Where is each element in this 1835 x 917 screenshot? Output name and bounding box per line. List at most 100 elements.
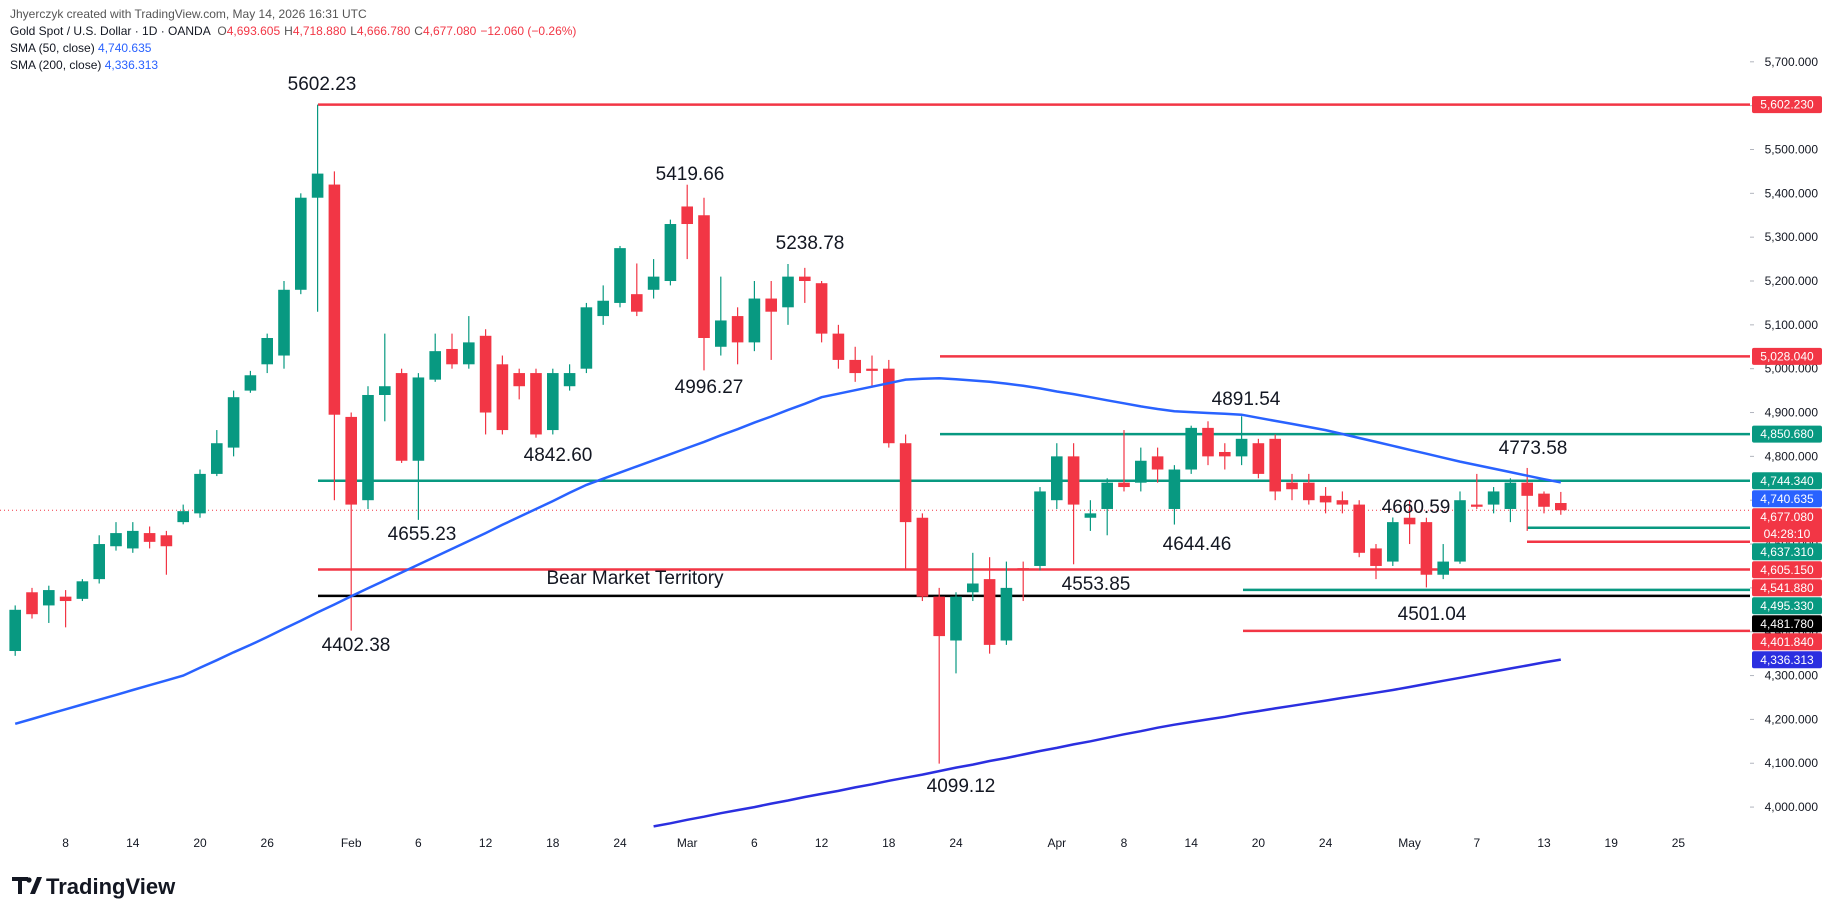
candle-body (127, 530, 139, 549)
candle-body (1252, 443, 1265, 474)
ohlc-label: H (284, 24, 293, 38)
price-tag-label: 4,744.340 (1760, 474, 1814, 488)
annotation: 4842.60 (524, 445, 593, 466)
candle-body (950, 596, 962, 641)
y-tick-label: 5,700.000 (1765, 55, 1819, 69)
x-tick-label: 24 (1319, 836, 1333, 850)
ohlc-value: 4,693.605 (226, 24, 281, 38)
candle-body (1487, 491, 1500, 505)
price-tag-label: 04:28:10 (1764, 527, 1811, 541)
candle-body (244, 375, 257, 391)
x-tick-label: 14 (126, 836, 140, 850)
price-tag (1752, 597, 1822, 615)
sma-value: 4,336.313 (104, 58, 159, 72)
price-tag-label: 4,541.880 (1760, 581, 1814, 595)
y-tick-label: 4,800.000 (1765, 449, 1819, 463)
sma-line: SMA (200, close) 4,336.313 (10, 57, 576, 74)
plot-area (0, 103, 1750, 828)
symbol-line: Gold Spot / U.S. Dollar · 1D · OANDA O4,… (10, 23, 576, 40)
annotation: 4644.46 (1163, 534, 1232, 555)
candle-body (1454, 500, 1466, 562)
y-tick-label: 4,000.000 (1765, 800, 1819, 814)
candle-body (261, 338, 273, 365)
candle-body (647, 276, 660, 290)
ohlc-value: 4,677.080 (422, 24, 477, 38)
candle-body (429, 351, 441, 380)
price-tag-label: 4,740.635 (1760, 492, 1814, 506)
candle-body (933, 596, 945, 637)
candle-body (362, 394, 374, 501)
change: −12.060 (−0.26%) (480, 24, 577, 38)
candle-body (143, 533, 156, 542)
candle-body (110, 533, 122, 547)
candle-body (799, 276, 811, 282)
candle-body (1403, 517, 1416, 525)
candle-body (278, 289, 290, 356)
candle-body (1168, 469, 1181, 509)
x-tick-label: 24 (949, 836, 963, 850)
candle-body (715, 320, 727, 347)
candle-body (731, 316, 744, 343)
y-tick-label: 4,100.000 (1765, 756, 1819, 770)
price-tag-label: 5,028.040 (1760, 349, 1814, 363)
candle-body (832, 333, 845, 360)
candle-body (328, 184, 341, 415)
price-tag (1752, 425, 1822, 443)
candle-body (983, 579, 996, 645)
price-tag-label: 4,677.080 (1760, 510, 1814, 524)
candle-body (849, 359, 861, 374)
x-tick-label: 12 (815, 836, 829, 850)
candle-body (597, 300, 609, 317)
x-tick-label: 20 (193, 836, 207, 850)
sma-value: 4,740.635 (98, 41, 152, 55)
price-tag (1752, 472, 1822, 490)
x-tick-label: 13 (1537, 836, 1551, 850)
y-tick-label: 5,400.000 (1765, 186, 1819, 200)
sma-name: SMA (50, close) (10, 41, 95, 55)
price-tag-label: 4,495.330 (1760, 599, 1814, 613)
y-tick-label: 4,200.000 (1765, 712, 1819, 726)
candle-body (446, 348, 458, 365)
sma-name: SMA (200, close) (10, 58, 102, 72)
candle-body (211, 443, 223, 474)
annotation: 4402.38 (322, 635, 391, 656)
candle-body (1387, 522, 1399, 562)
candle-body (1202, 427, 1214, 457)
price-tag-label: 4,336.313 (1760, 653, 1814, 667)
candle-body (899, 443, 912, 523)
candle-body (1538, 493, 1550, 507)
annotation: 4553.85 (1062, 574, 1131, 595)
candle-body (1017, 568, 1029, 571)
price-tag (1752, 651, 1822, 669)
ohlc-value: 4,718.880 (292, 24, 347, 38)
annotation: 4660.59 (1382, 497, 1451, 518)
price-tag (1752, 490, 1822, 508)
ohlc-label: O (217, 24, 227, 38)
candle-body (295, 197, 307, 290)
author-line: Jhyerczyk created with TradingView.com, … (10, 7, 367, 21)
y-tick-label: 5,500.000 (1765, 142, 1819, 156)
candle-body (748, 298, 761, 343)
candle-body (1067, 456, 1080, 505)
legend: Jhyerczyk created with TradingView.com, … (10, 6, 576, 74)
x-tick-label: 18 (882, 836, 896, 850)
candle-body (76, 581, 89, 599)
candle-body (547, 373, 559, 431)
candle-body (1437, 561, 1449, 575)
candle-body (43, 590, 55, 606)
x-tick-label: 12 (479, 836, 493, 850)
candle-body (1353, 504, 1365, 553)
candle-body (916, 517, 929, 597)
price-tag-label: 4,401.840 (1760, 635, 1814, 649)
candle-body (1135, 460, 1147, 483)
annotation: 5602.23 (288, 74, 357, 95)
candle-body (765, 298, 777, 312)
x-tick-label: 7 (1473, 836, 1480, 850)
price-tag (1752, 561, 1822, 579)
x-tick-label: 26 (261, 836, 275, 850)
annotation: 4099.12 (927, 776, 996, 797)
candle-body (1151, 456, 1164, 470)
candle-body (1370, 548, 1382, 566)
